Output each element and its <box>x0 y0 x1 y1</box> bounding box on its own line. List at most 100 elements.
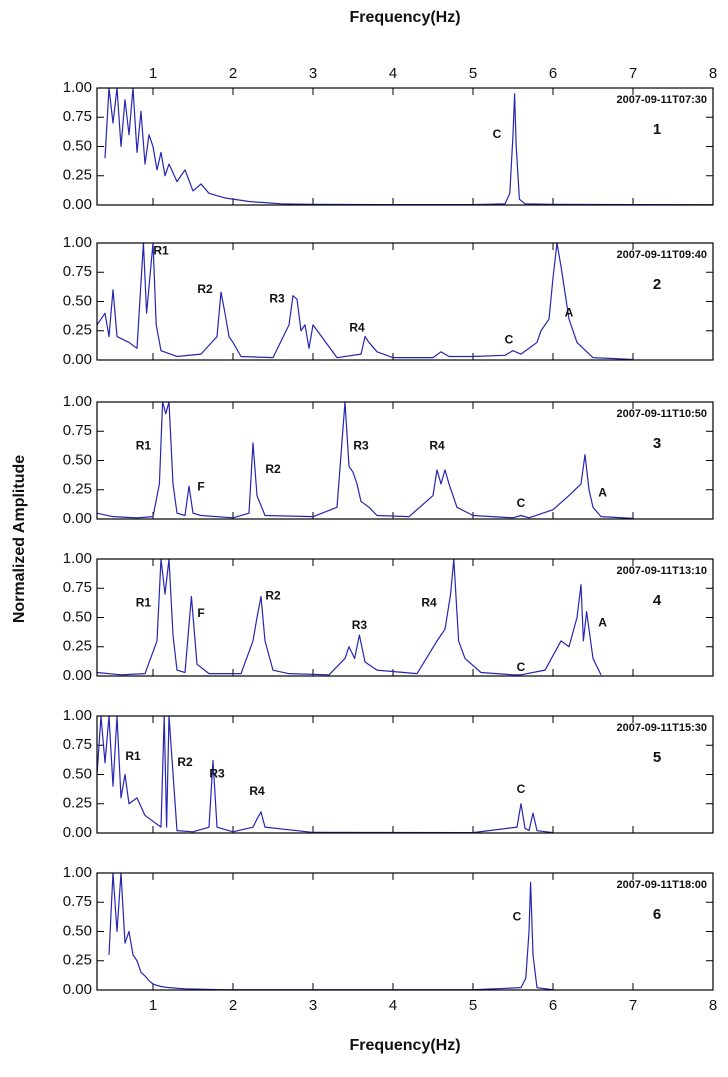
y-tick-label: 0.50 <box>63 608 92 625</box>
peak-label: R1 <box>136 596 152 610</box>
y-tick-label: 0.75 <box>63 736 92 753</box>
y-tick-label: 0.00 <box>63 351 92 368</box>
spectrum-line <box>104 88 713 205</box>
panel-frame <box>96 715 714 834</box>
spectrum-line <box>97 402 634 519</box>
peak-label: R3 <box>269 291 285 305</box>
y-tick-label: 1.00 <box>63 550 92 567</box>
x-axis-title: Frequency(Hz) <box>349 1037 460 1054</box>
panel-frame <box>96 872 714 991</box>
x-tick-label: 7 <box>629 997 637 1014</box>
peak-label: A <box>565 305 574 319</box>
spectrum-line <box>97 559 602 676</box>
peak-label: F <box>197 606 204 620</box>
y-tick-label: 0.50 <box>63 292 92 309</box>
spectrum-line <box>108 873 554 990</box>
y-tick-label: 0.00 <box>63 824 92 841</box>
panel-number: 1 <box>653 121 661 138</box>
peak-label: A <box>598 485 607 499</box>
peak-label: R1 <box>136 439 152 453</box>
x-tick-label: 2 <box>229 997 237 1014</box>
peak-label: R3 <box>353 439 369 453</box>
panel-timestamp: 2007-09-11T10:50 <box>616 408 707 420</box>
y-tick-label: 0.50 <box>63 451 92 468</box>
panel-timestamp: 2007-09-11T07:30 <box>616 94 707 106</box>
peak-label: R3 <box>352 618 368 632</box>
x-tick-label: 3 <box>309 997 317 1014</box>
y-tick-label: 1.00 <box>63 234 92 251</box>
x-tick-label: 8 <box>709 65 717 82</box>
y-tick-label: 1.00 <box>63 864 92 881</box>
peak-label: A <box>598 616 607 630</box>
y-tick-label: 0.00 <box>63 196 92 213</box>
x-tick-label: 7 <box>629 65 637 82</box>
x-tick-label: 1 <box>149 997 157 1014</box>
panel: 0.00 0.25 0.50 0.75 1.00 2007-09-11T15:30 5 R1 R… <box>63 707 714 841</box>
y-tick-label: 0.00 <box>63 667 92 684</box>
panel-number: 4 <box>653 592 662 609</box>
panel-timestamp: 2007-09-11T18:00 <box>616 879 707 891</box>
peak-label: R2 <box>177 755 193 769</box>
x-tick-label: 5 <box>469 997 477 1014</box>
peak-label: R1 <box>153 243 169 257</box>
peak-label: R4 <box>421 596 437 610</box>
panel: 0.000.250.500.751.001 2 3 4 5 6 7 82007-09-11T0… <box>11 9 717 623</box>
y-tick-label: 0.00 <box>63 510 92 527</box>
peak-label: C <box>493 127 502 141</box>
x-tick-label: 4 <box>389 65 397 82</box>
y-tick-label: 0.75 <box>63 893 92 910</box>
y-tick-label: 0.50 <box>63 765 92 782</box>
peak-label: R4 <box>429 439 445 453</box>
peak-label: R3 <box>209 767 225 781</box>
panel: 0.00 0.25 0.50 0.75 1.00 2007-09-11T10:50 3 R1 F… <box>63 393 714 527</box>
x-tick-label: 6 <box>549 65 557 82</box>
spectrum-line <box>97 716 554 833</box>
panel-frame <box>96 558 714 677</box>
spectrum-line <box>97 243 634 360</box>
y-tick-label: 0.25 <box>63 322 92 339</box>
panel: 0.00 0.25 0.50 0.75 1.00 2007-09-11T09:40 2 R1 R… <box>63 234 714 368</box>
y-tick-label: 0.75 <box>63 422 92 439</box>
panel-number: 5 <box>653 749 661 766</box>
peak-label: C <box>505 332 514 346</box>
y-tick-label: 1.00 <box>63 393 92 410</box>
panel-timestamp: 2007-09-11T13:10 <box>616 565 707 577</box>
panel-timestamp: 2007-09-11T15:30 <box>616 722 707 734</box>
y-tick-label: 1.00 <box>63 707 92 724</box>
panel-number: 6 <box>653 906 661 923</box>
peak-label: R2 <box>265 462 281 476</box>
x-tick-label: 4 <box>389 997 397 1014</box>
panel: 0.00 0.25 0.50 0.75 1.00 1 2 3 4 5 6 7 8 2007-09-11T1… <box>63 864 717 1054</box>
peak-label: F <box>197 480 204 494</box>
panel: 0.00 0.25 0.50 0.75 1.00 2007-09-11T13:10 4 R1 F… <box>63 550 714 684</box>
panel-frame <box>96 401 714 520</box>
peak-label: C <box>517 660 526 674</box>
x-tick-label: 5 <box>469 65 477 82</box>
panel-number: 2 <box>653 276 661 293</box>
peak-label: R1 <box>125 749 141 763</box>
y-tick-label: 0.50 <box>63 922 92 939</box>
y-tick-label: 0.25 <box>63 481 92 498</box>
x-tick-label: 6 <box>549 997 557 1014</box>
y-tick-label: 1.00 <box>63 79 92 96</box>
panel-frame <box>96 242 714 361</box>
y-tick-label: 0.00 <box>63 981 92 998</box>
peak-label: C <box>517 496 526 510</box>
x-tick-label: 8 <box>709 997 717 1014</box>
x-tick-label: 1 <box>149 65 157 82</box>
y-tick-label: 0.75 <box>63 579 92 596</box>
y-axis-title: Normalized Amplitude <box>11 455 28 623</box>
y-tick-label: 0.25 <box>63 638 92 655</box>
panel-frame <box>96 87 714 206</box>
x-axis-title: Frequency(Hz) <box>349 9 460 26</box>
y-tick-label: 0.75 <box>63 263 92 280</box>
x-tick-label: 3 <box>309 65 317 82</box>
peak-label: R2 <box>265 589 281 603</box>
y-tick-label: 0.25 <box>63 795 92 812</box>
peak-label: R4 <box>249 784 265 798</box>
peak-label: R4 <box>349 321 365 335</box>
y-tick-label: 0.50 <box>63 137 92 154</box>
x-tick-label: 2 <box>229 65 237 82</box>
y-tick-label: 0.25 <box>63 952 92 969</box>
panel-timestamp: 2007-09-11T09:40 <box>616 249 707 261</box>
